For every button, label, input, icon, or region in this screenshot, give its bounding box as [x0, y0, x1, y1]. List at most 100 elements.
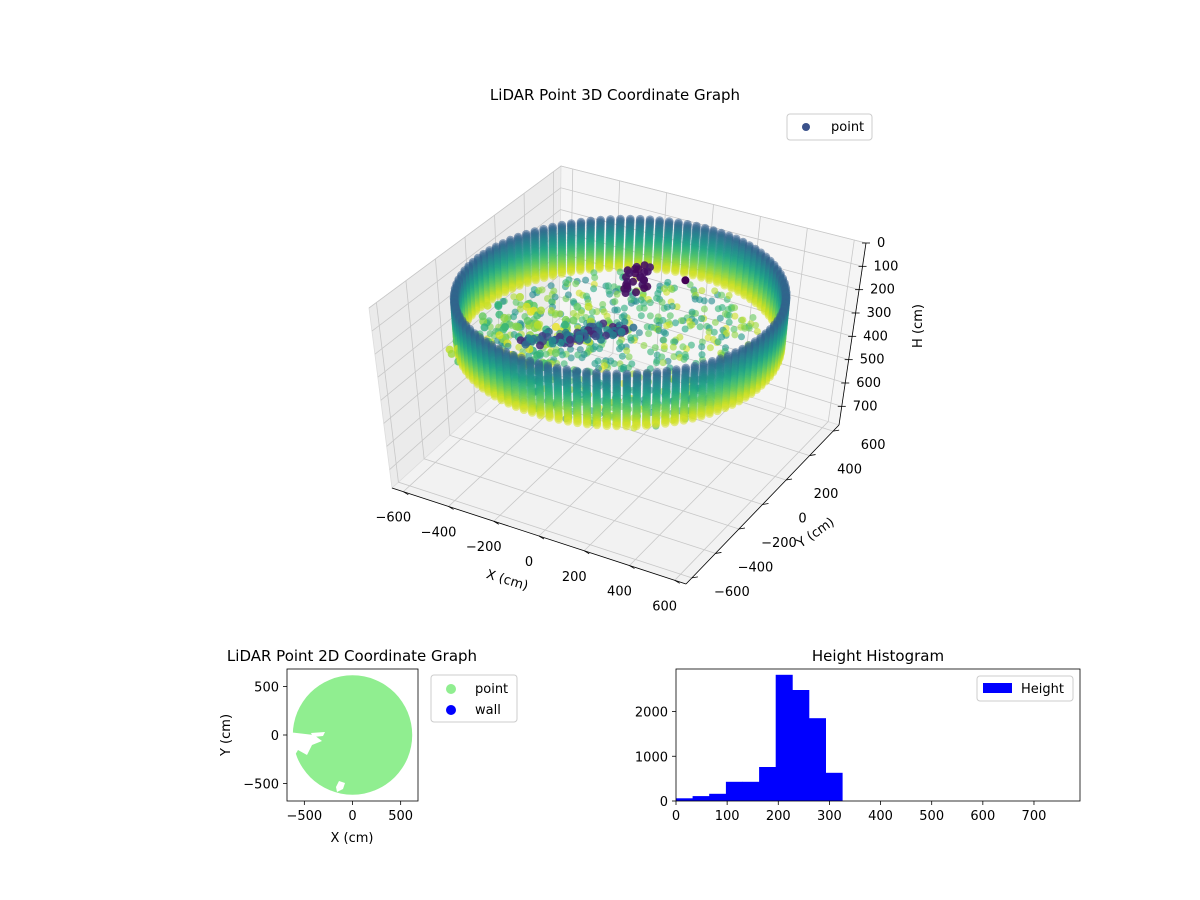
chart-3d-point [716, 314, 724, 322]
chart-3d-point [749, 314, 757, 321]
chart-3d-point [664, 278, 672, 286]
chart-3d-point [537, 306, 545, 315]
chart-3d-point [663, 303, 671, 311]
chart-3d-point [536, 341, 544, 350]
chart-3d-point [651, 344, 659, 352]
chart-histogram-xtick-label: 700 [1022, 809, 1047, 824]
chart-3d-xtick-label: 200 [562, 570, 587, 585]
chart-3d-point [599, 301, 607, 308]
chart-3d-point [672, 319, 679, 327]
chart-3d-point [698, 315, 705, 323]
chart-3d-point [640, 342, 648, 349]
chart-3d-point [635, 329, 643, 337]
chart-3d-point [698, 343, 706, 351]
chart-3d-point [595, 264, 604, 273]
chart-2d-legend-label-point: point [475, 682, 508, 697]
chart-3d-point [519, 405, 529, 415]
chart-2d-xlabel: X (cm) [331, 831, 374, 846]
chart-3d-point [500, 313, 509, 322]
chart-3d-point [523, 316, 532, 325]
chart-3d-point [510, 293, 518, 301]
chart-3d-point [720, 280, 729, 290]
chart-3d-legend-marker [802, 123, 810, 131]
chart-3d-point [594, 357, 602, 365]
chart-3d-ytick-label: 0 [798, 512, 806, 527]
chart-3d-point [718, 291, 726, 299]
chart-3d-point [646, 299, 654, 307]
chart-3d-point [704, 334, 712, 342]
chart-3d-point [637, 312, 645, 320]
chart-3d-point [688, 308, 696, 316]
chart-histogram-xtick-label: 200 [766, 809, 791, 824]
chart-3d-point [527, 408, 537, 417]
chart-3d-point [486, 330, 494, 338]
chart-3d-point [583, 292, 590, 300]
chart-3d-point [567, 354, 575, 362]
chart-3d-legend: point [786, 113, 873, 141]
chart-3d-point [510, 313, 518, 321]
chart-3d-point [607, 357, 615, 365]
chart-3d-point [658, 298, 666, 306]
chart-3d-point [686, 322, 694, 330]
chart-3d-point [670, 417, 679, 427]
chart-3d-gridline-y [375, 302, 693, 579]
chart-3d-point [632, 288, 640, 297]
chart-3d-point [567, 345, 574, 353]
chart-3d-point [653, 294, 661, 302]
chart-3d-point [639, 275, 648, 284]
chart-3d-gridline-x [674, 239, 855, 581]
chart-3d-point [613, 290, 621, 298]
chart-3d-point [533, 320, 542, 329]
chart-3d-point [573, 302, 582, 311]
chart-3d-point [576, 266, 585, 275]
chart-3d-point [660, 285, 668, 293]
chart-3d-point [622, 421, 631, 431]
chart-2d-legend-marker-point [446, 684, 456, 694]
chart-3d-point [573, 418, 582, 428]
chart-3d-point [483, 301, 492, 310]
chart-2d-legend-label-wall: wall [475, 703, 501, 718]
chart-histogram-xtick-label: 300 [817, 809, 842, 824]
chart-3d-point [661, 265, 671, 275]
chart-3d-point [625, 269, 634, 278]
chart-3d-point [572, 280, 580, 288]
chart-3d-point [516, 293, 524, 301]
chart-3d-point [725, 318, 733, 326]
chart-3d-point [547, 282, 555, 290]
chart-2d-plot: −500 0 500 500 0 −500 [243, 668, 419, 824]
chart-2d-ylabel: Y (cm) [219, 714, 234, 757]
chart-3d-point [523, 278, 532, 287]
chart-3d-point [688, 414, 697, 423]
chart-histogram-bar [709, 793, 727, 801]
chart-3d-point [545, 413, 554, 422]
chart-3d-point [714, 338, 722, 346]
chart-3d-point [660, 336, 668, 344]
chart-3d-ztick-label: 300 [867, 306, 892, 321]
chart-3d-point [548, 336, 557, 345]
chart-histogram-title: Height Histogram [812, 647, 944, 665]
chart-histogram-legend: Height [976, 675, 1074, 702]
chart-3d-point [705, 275, 714, 285]
chart-histogram-bar [809, 718, 826, 801]
chart-3d-point [621, 318, 629, 326]
chart-histogram-xtick-label: 500 [919, 809, 944, 824]
chart-3d-point [712, 278, 722, 287]
chart-3d-point [564, 291, 572, 299]
chart-3d-point [548, 271, 558, 280]
chart-3d-point [700, 297, 708, 305]
chart-3d-point [731, 304, 739, 312]
chart-3d-point [618, 352, 626, 360]
chart-3d-point [551, 311, 559, 319]
chart-3d-point [681, 325, 689, 333]
chart-3d-point [507, 284, 517, 293]
chart-3d-point [659, 316, 667, 324]
chart-3d-point [711, 287, 719, 295]
chart-3d-point [752, 321, 760, 329]
chart-3d-point [516, 305, 524, 313]
chart-3d-point [605, 287, 613, 295]
chart-3d-point [651, 420, 661, 429]
chart-histogram-ytick-label: 2000 [635, 706, 668, 721]
chart-3d-point [521, 340, 530, 349]
chart-3d-point [566, 335, 574, 344]
